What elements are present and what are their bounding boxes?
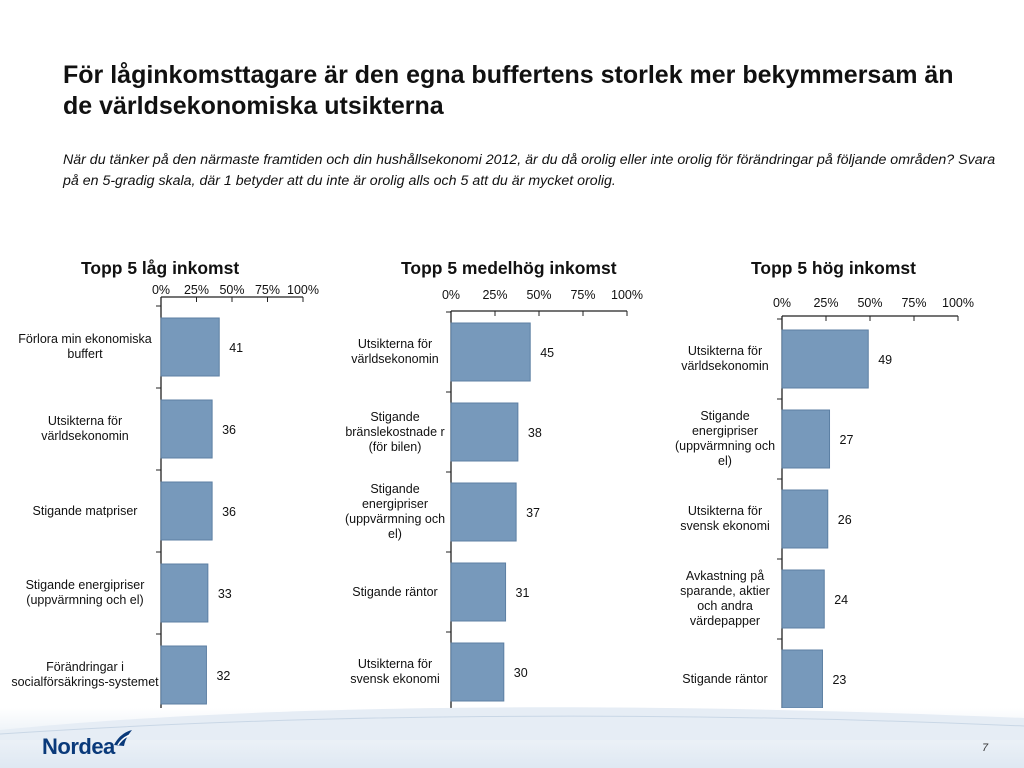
bar: [450, 562, 507, 622]
value-label: 26: [838, 513, 852, 527]
bar: [160, 645, 207, 705]
nordea-sail-icon: [114, 730, 132, 746]
category-label: Stigande energipriser (uppvärmning och e…: [25, 578, 145, 607]
chart-title: Topp 5 hög inkomst: [751, 258, 916, 278]
x-tick-label: 75%: [255, 283, 280, 297]
bar: [781, 409, 831, 469]
value-label: 30: [514, 666, 528, 680]
x-tick-label: 50%: [526, 288, 551, 302]
category-label: Utsikterna för världsekonomin: [41, 414, 129, 443]
bar: [160, 399, 213, 459]
x-tick-label: 25%: [813, 296, 838, 310]
value-label: 49: [878, 353, 892, 367]
x-tick-label: 100%: [287, 283, 319, 297]
x-tick-label: 0%: [773, 296, 791, 310]
slide-title: För låginkomsttagare är den egna buffert…: [63, 61, 954, 120]
chart-title: Topp 5 medelhög inkomst: [401, 258, 617, 278]
value-label: 38: [528, 426, 542, 440]
bar: [781, 649, 823, 709]
value-label: 24: [834, 593, 848, 607]
category-label: Stigande energipriser (uppvärmning och e…: [344, 482, 446, 541]
value-label: 41: [229, 341, 243, 355]
value-label: 45: [540, 346, 554, 360]
category-label: Förändringar i socialförsäkrings-systeme…: [11, 660, 159, 689]
x-tick-label: 100%: [942, 296, 974, 310]
category-label: Utsikterna för svensk ekonomi: [680, 504, 770, 533]
bar: [450, 642, 505, 702]
category-label: Stigande matpriser: [32, 503, 138, 518]
x-tick-label: 75%: [901, 296, 926, 310]
nordea-logo: Nordea: [42, 734, 115, 759]
bar: [450, 322, 531, 382]
category-label: Stigande räntor: [682, 671, 768, 686]
value-label: 23: [832, 673, 846, 687]
category-label: Förlora min ekonomiska buffert: [18, 332, 152, 361]
category-label: Stigande energipriser (uppvärmning och e…: [674, 409, 776, 468]
x-tick-label: 0%: [152, 283, 170, 297]
bar: [781, 569, 825, 629]
chart-title: Topp 5 låg inkomst: [81, 258, 240, 278]
survey-question: När du tänker på den närmaste framtiden …: [63, 152, 996, 189]
x-tick-label: 75%: [570, 288, 595, 302]
x-tick-label: 50%: [857, 296, 882, 310]
value-label: 37: [526, 506, 540, 520]
value-label: 32: [216, 669, 230, 683]
page-number: 7: [982, 742, 989, 754]
category-label: Stigande räntor: [352, 584, 438, 599]
value-label: 31: [516, 586, 530, 600]
footer-wave: [0, 707, 1024, 740]
value-label: 33: [218, 587, 232, 601]
bar: [450, 482, 517, 542]
bar: [160, 317, 220, 377]
bar: [160, 563, 209, 623]
category-label: Utsikterna för svensk ekonomi: [350, 657, 440, 686]
value-label: 36: [222, 423, 236, 437]
bar: [781, 329, 869, 389]
bar: [160, 481, 213, 541]
x-tick-label: 100%: [611, 288, 643, 302]
category-label: Utsikterna för världsekonomin: [351, 337, 439, 366]
x-tick-label: 50%: [219, 283, 244, 297]
bar: [450, 402, 519, 462]
category-label: Stigande bränslekostnade r (för bilen): [345, 409, 445, 454]
value-label: 36: [222, 505, 236, 519]
value-label: 27: [840, 433, 854, 447]
x-tick-label: 25%: [184, 283, 209, 297]
category-label: Utsikterna för världsekonomin: [681, 344, 769, 373]
category-label: Avkastning på sparande, aktier och andra…: [680, 569, 770, 628]
x-tick-label: 0%: [442, 288, 460, 302]
x-tick-label: 25%: [482, 288, 507, 302]
bar: [781, 489, 829, 549]
